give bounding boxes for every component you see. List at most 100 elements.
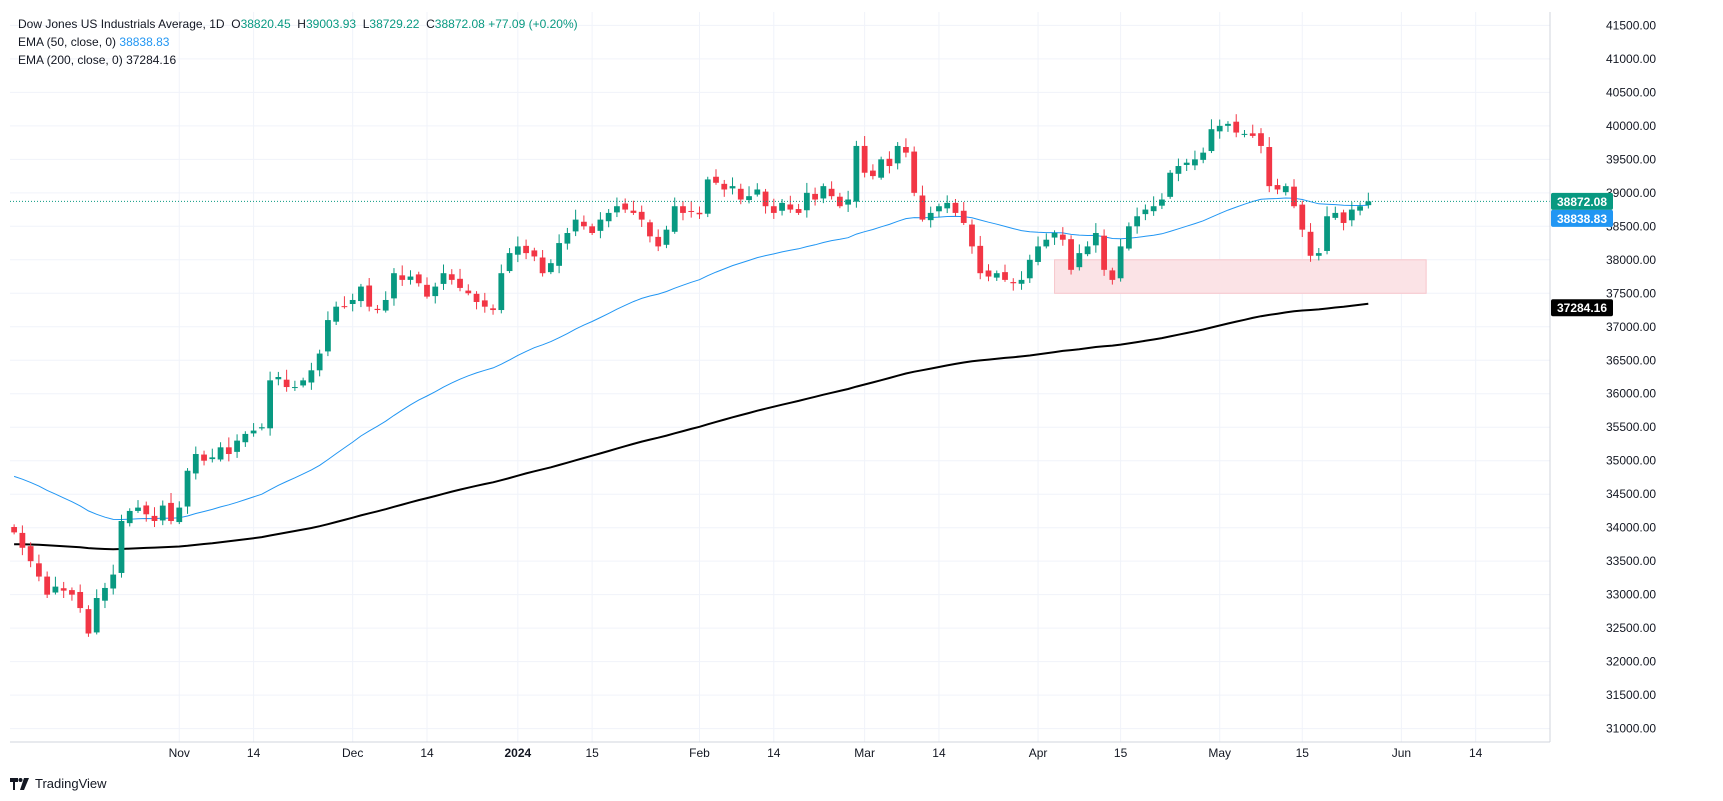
- candle-body: [77, 591, 84, 609]
- candle-body: [663, 229, 670, 245]
- candle-body: [1332, 212, 1339, 218]
- candle: [267, 371, 273, 436]
- price-tick-label: 38500.00: [1606, 219, 1656, 233]
- candle: [688, 201, 695, 218]
- candle: [93, 589, 100, 635]
- price-axis-ticks[interactable]: 31000.00 31500.00 32000.00 32500.00 33000.00…: [1606, 18, 1656, 735]
- candle-body: [69, 590, 75, 595]
- candle-body: [969, 224, 975, 247]
- candle-body: [1241, 133, 1248, 135]
- candle: [432, 282, 439, 304]
- candle-body: [737, 188, 744, 200]
- low-value: 38729.22: [369, 17, 420, 31]
- candle: [539, 250, 546, 277]
- candle-body: [1200, 152, 1207, 160]
- symbol-legend-row[interactable]: Dow Jones US Industrials Average, 1D O38…: [18, 17, 578, 31]
- candle: [1258, 128, 1264, 154]
- price-tick-label: 40500.00: [1606, 85, 1656, 99]
- candle: [490, 304, 496, 315]
- candle-body: [316, 353, 323, 371]
- time-tick-label: 14: [420, 746, 434, 760]
- candle: [622, 198, 629, 213]
- candle-body: [291, 387, 298, 389]
- candle: [754, 183, 761, 197]
- candle: [523, 239, 529, 260]
- candle: [506, 248, 513, 274]
- candle: [1150, 196, 1157, 216]
- candle: [1340, 209, 1347, 231]
- price-tick-label: 39500.00: [1606, 152, 1656, 166]
- candle: [589, 223, 596, 236]
- tradingview-brand[interactable]: TradingView: [10, 776, 107, 791]
- candle-body: [209, 457, 216, 460]
- ema50-legend-row[interactable]: EMA (50, close, 0) 38838.83: [18, 33, 578, 51]
- candle: [853, 140, 860, 208]
- candle-body: [952, 202, 959, 213]
- price-tick-label: 39000.00: [1606, 186, 1656, 200]
- candle-body: [1142, 209, 1149, 215]
- candle: [647, 219, 653, 243]
- candle-body: [1225, 123, 1231, 126]
- candle: [531, 247, 538, 262]
- candle-body: [845, 199, 852, 205]
- candle-body: [432, 286, 439, 297]
- candle-body: [1315, 253, 1322, 256]
- candle-body: [325, 320, 331, 352]
- candle-body: [960, 210, 967, 223]
- candle-body: [1216, 125, 1223, 132]
- candle-body: [110, 574, 117, 589]
- chart-legend: Dow Jones US Industrials Average, 1D O38…: [18, 15, 578, 69]
- candle: [225, 437, 232, 462]
- candle-body: [382, 299, 389, 311]
- ema50-value: 38838.83: [119, 35, 170, 49]
- candle-body: [861, 145, 868, 173]
- candle-body: [754, 189, 761, 195]
- change-value: +77.09: [488, 17, 526, 31]
- candle: [770, 198, 777, 219]
- candle: [1026, 254, 1033, 283]
- candle-body: [498, 273, 505, 311]
- time-axis-ticks[interactable]: Nov 14 Dec 14 2024 15 Feb 14 Mar 14 Apr 15 May 15 Jun 1…: [169, 746, 1483, 760]
- interval: 1D: [209, 17, 225, 31]
- candle: [1117, 238, 1124, 282]
- candle: [630, 200, 637, 215]
- candle: [663, 225, 670, 249]
- candle: [217, 442, 224, 462]
- candle-body: [572, 219, 579, 232]
- candle: [1035, 236, 1041, 266]
- price-axis-label-bg: [1551, 192, 1613, 210]
- candle: [242, 431, 249, 447]
- candle-body: [944, 202, 951, 209]
- candle-body: [374, 308, 381, 311]
- ema200-legend-row[interactable]: EMA (200, close, 0) 37284.16: [18, 51, 578, 69]
- candle: [69, 587, 75, 601]
- candle: [1051, 230, 1058, 245]
- candle: [779, 198, 785, 216]
- candle-body: [168, 502, 174, 521]
- price-axis-label-text: 38872.08: [1557, 195, 1607, 209]
- candle: [440, 264, 447, 290]
- candle: [655, 229, 662, 252]
- candle: [1365, 192, 1372, 209]
- candle-body: [1092, 233, 1099, 246]
- candle-body: [506, 253, 513, 272]
- candle: [176, 501, 183, 525]
- candle-body: [762, 191, 769, 207]
- time-tick-label: 15: [1114, 746, 1128, 760]
- candle-body: [1192, 159, 1198, 166]
- candle-body: [1365, 201, 1372, 206]
- candle: [969, 219, 975, 254]
- candle-body: [1125, 226, 1132, 249]
- candle: [374, 304, 381, 314]
- candle-body: [1274, 185, 1281, 190]
- candle: [1101, 229, 1107, 276]
- price-axis-label-bg: [1551, 299, 1613, 317]
- candle-body: [589, 226, 596, 234]
- candle: [366, 278, 373, 312]
- candle: [1274, 178, 1281, 195]
- candle: [729, 177, 736, 195]
- ema-200-line: [14, 302, 1369, 551]
- candle: [382, 291, 389, 313]
- candle-body: [1076, 253, 1083, 268]
